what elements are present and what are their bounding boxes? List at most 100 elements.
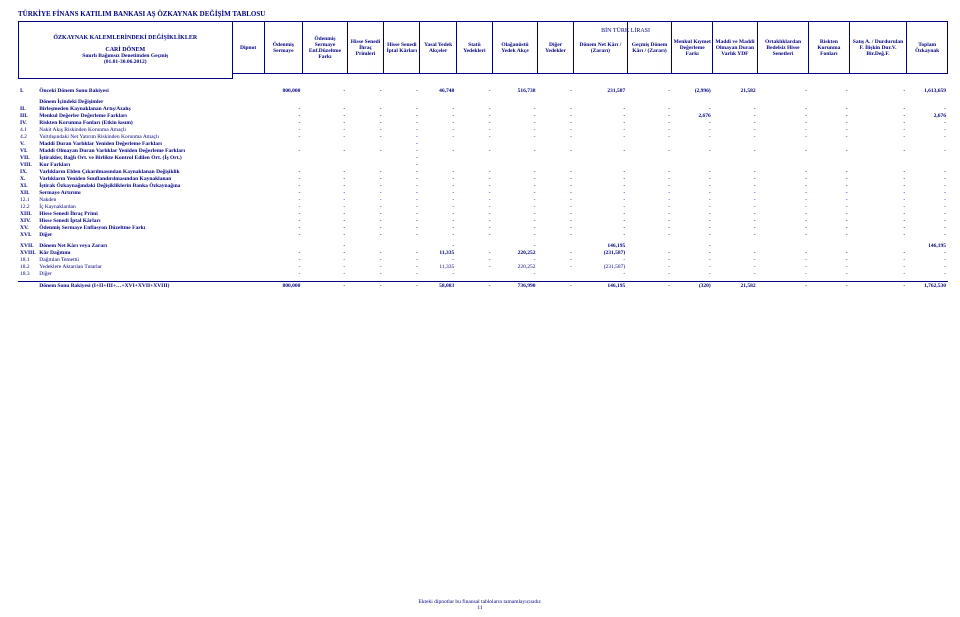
cell: -: [672, 182, 713, 189]
cell: -: [627, 112, 672, 119]
cell: -: [384, 224, 420, 231]
cell: -: [672, 133, 713, 140]
cell: -: [574, 256, 627, 263]
cell: -: [627, 168, 672, 175]
cell: [758, 98, 809, 105]
cell: [456, 154, 492, 161]
cell: -: [713, 112, 758, 119]
cell: -: [493, 105, 538, 112]
cell: -: [420, 196, 456, 203]
cell: -: [758, 224, 809, 231]
cell: [574, 140, 627, 147]
cell: [493, 161, 538, 168]
cell: -: [302, 242, 347, 249]
cell: -: [574, 112, 627, 119]
cell: -: [809, 133, 850, 140]
cell: -: [384, 182, 420, 189]
cell: -: [537, 175, 573, 182]
row-number: V.: [18, 140, 37, 147]
cell: [672, 161, 713, 168]
cell: -: [493, 182, 538, 189]
cell: -: [537, 282, 573, 289]
cell: -: [713, 270, 758, 277]
cell: -: [713, 126, 758, 133]
cell: [758, 140, 809, 147]
cell: -: [420, 175, 456, 182]
cell: -: [264, 105, 302, 112]
cell: -: [907, 224, 948, 231]
table-row: 18.2Yedeklere Aktarılan Tutarlar----11,3…: [18, 263, 948, 270]
row-number: VIII.: [18, 161, 37, 168]
cell: -: [627, 133, 672, 140]
cell: -: [672, 242, 713, 249]
cell: -: [907, 126, 948, 133]
cell: -: [537, 249, 573, 256]
cell: [232, 140, 264, 147]
cell: -: [493, 210, 538, 217]
row-number: XI.: [18, 182, 37, 189]
cell: [907, 98, 948, 105]
cell: -: [537, 224, 573, 231]
cell: -: [713, 196, 758, 203]
cell: -: [420, 182, 456, 189]
cell: -: [850, 270, 908, 277]
cell: -: [627, 249, 672, 256]
cell: -: [850, 147, 908, 154]
cell: -: [809, 263, 850, 270]
row-number: 4.2: [18, 133, 37, 140]
cell: [456, 270, 492, 277]
cell: [232, 175, 264, 182]
cell: -: [420, 133, 456, 140]
cell: -: [713, 256, 758, 263]
cell: -: [420, 147, 456, 154]
row-label: Riskten Korunma Fonları (Etkin kısım): [37, 119, 232, 126]
cell: -: [907, 249, 948, 256]
cell: 21,582: [713, 282, 758, 289]
cell: -: [758, 182, 809, 189]
cell: -: [713, 133, 758, 140]
cell: [456, 161, 492, 168]
col-5: Yasal Yedek Akçeler: [420, 22, 456, 74]
cell: -: [907, 147, 948, 154]
table-row: XVIII.Kâr Dağıtımı----11,335-220,252-(23…: [18, 249, 948, 256]
cell: -: [420, 224, 456, 231]
cell: [232, 217, 264, 224]
cell: -: [672, 203, 713, 210]
cell: -: [493, 224, 538, 231]
cell: [850, 161, 908, 168]
col-15: Satış A. / Durdurulan F. İlişkin Dur.V. …: [849, 22, 907, 74]
row-number: VI.: [18, 147, 37, 154]
cell: -: [456, 147, 492, 154]
cell: [537, 98, 573, 105]
cell: -: [672, 270, 713, 277]
cell: -: [907, 119, 948, 126]
cell: -: [537, 105, 573, 112]
row-number: 18.2: [18, 263, 37, 270]
row-label: Birleşmeden Kaynaklanan Artış/Azalış: [37, 105, 232, 112]
cell: -: [672, 210, 713, 217]
cell: -: [809, 217, 850, 224]
row-number: IX.: [18, 168, 37, 175]
cell: -: [758, 168, 809, 175]
cell: -: [809, 175, 850, 182]
cell: [232, 119, 264, 126]
cell: -: [420, 189, 456, 196]
cell: -: [627, 210, 672, 217]
cell: -: [758, 175, 809, 182]
cell: -: [574, 147, 627, 154]
cell: -: [574, 210, 627, 217]
cell: 2,676: [672, 112, 713, 119]
row-number: 18.1: [18, 256, 37, 263]
cell: -: [537, 256, 573, 263]
cell: -: [627, 217, 672, 224]
cell: -: [302, 203, 347, 210]
row-label: Diğer: [37, 270, 232, 277]
cell: -: [420, 270, 456, 277]
cell: [384, 98, 420, 105]
cell: -: [627, 196, 672, 203]
cell: -: [627, 263, 672, 270]
table-row: XIII.Hisse Senedi İhraç Primi-----------…: [18, 210, 948, 217]
cell: -: [627, 175, 672, 182]
cell: -: [456, 105, 492, 112]
cell: -: [493, 147, 538, 154]
